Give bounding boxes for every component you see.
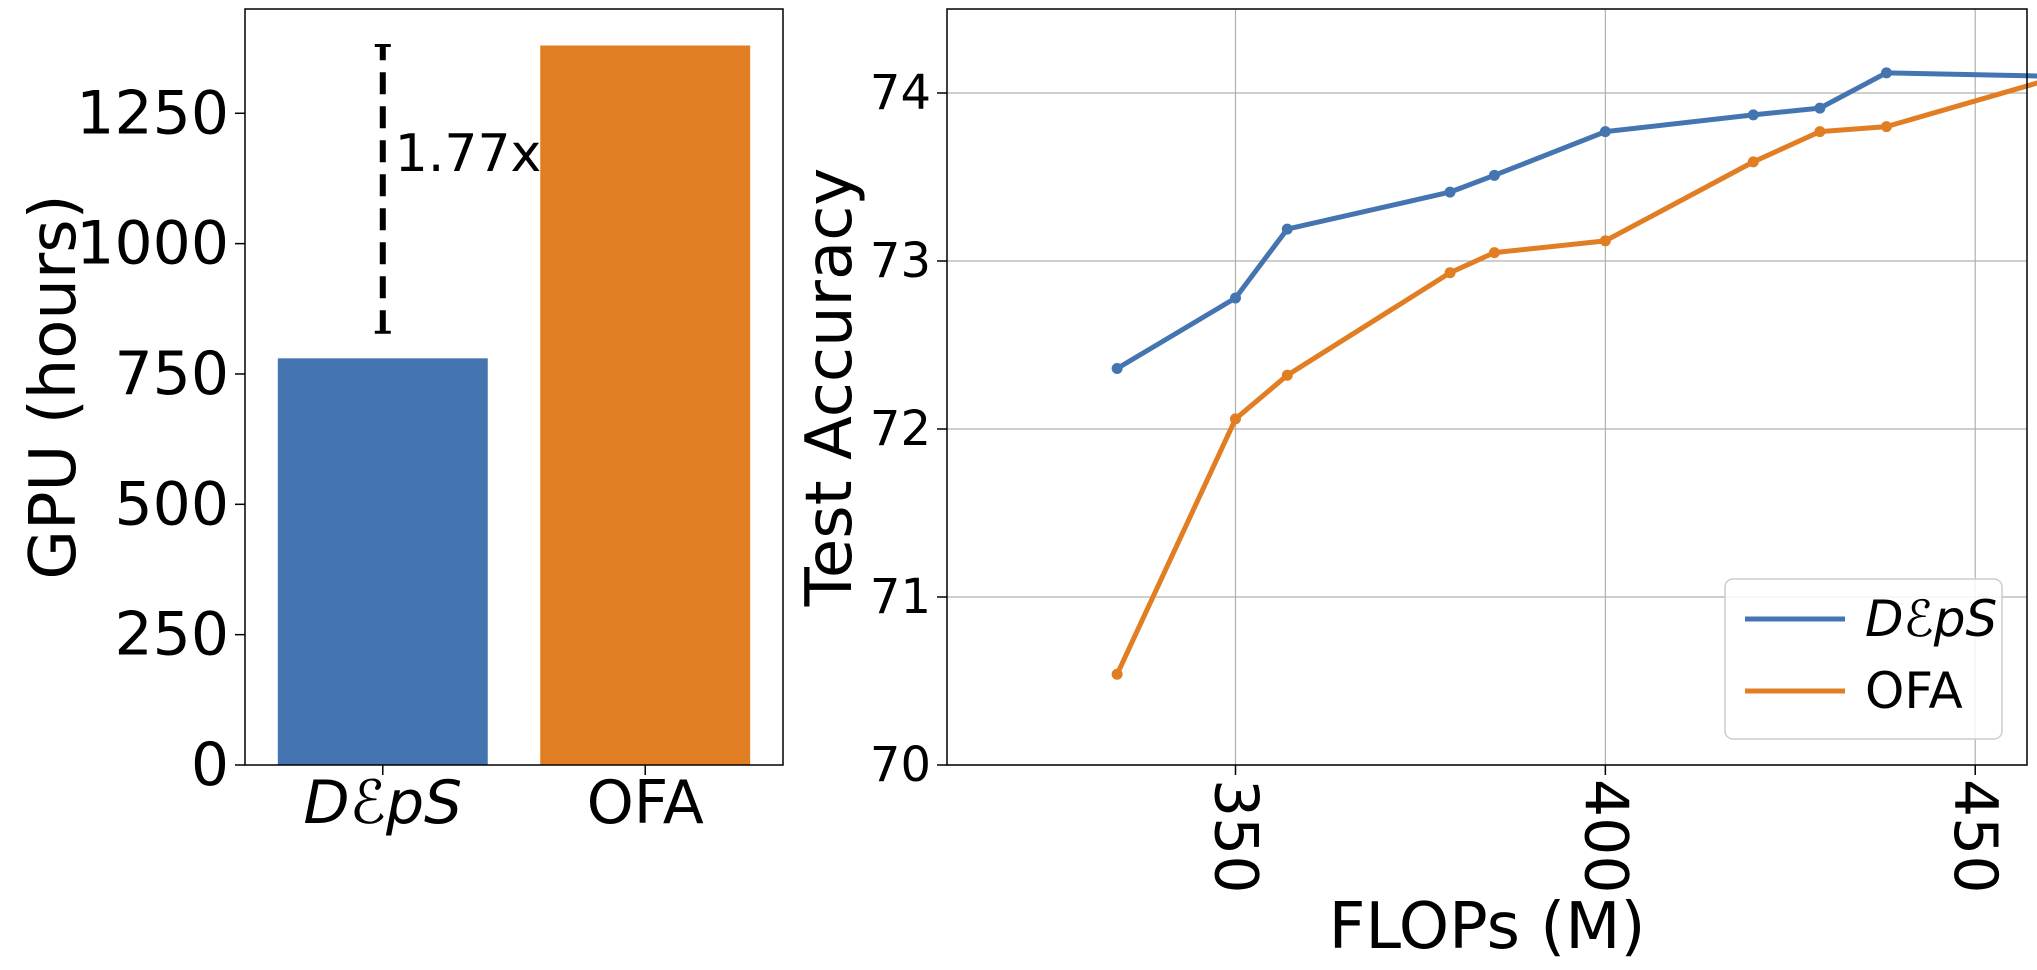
bar-axes-frame [244,8,784,766]
legend: DℰpS OFA [1724,578,2003,740]
line-ytick-label: 70 [870,737,931,793]
bar-xtick-label: DℰpS [303,768,462,838]
series-point-deps [1229,292,1241,304]
series-point-ofa [1444,267,1456,279]
line-ytick-label: 74 [870,65,931,121]
line-ytick-label: 71 [870,569,931,625]
series-point-deps [1814,102,1826,114]
series-point-ofa [1281,369,1293,381]
line-ytick-label: 73 [870,233,931,289]
series-point-ofa [1880,121,1892,133]
series-point-ofa [1599,235,1611,247]
series-point-deps [1111,363,1123,375]
legend-label: DℰpS [1865,590,1997,648]
legend-label: OFA [1865,662,1963,720]
bar-ytick-label: 0 [191,730,229,800]
line-xtick-label: 350 [1200,779,1270,894]
line-y-axis-label: Test Accuracy [793,168,867,608]
series-point-deps [1880,67,1892,79]
accuracy-line-chart: 70 71 72 73 74 350 400 450 Test Accuracy FLOPs… [793,8,2037,964]
line-xtick-label: 400 [1570,779,1640,894]
bar-y-axis-label: GPU (hours) [17,194,91,579]
series-point-deps [1281,223,1293,235]
line-axes-frame [946,8,2028,766]
line-x-axis-label: FLOPs (M) [1329,890,1646,964]
series-point-ofa [1814,126,1826,138]
bar-ytick-label: 500 [114,469,229,539]
series-line-deps [1115,70,2037,371]
series-point-deps [1747,109,1759,121]
bar-deps [277,358,488,765]
bar-ytick-label: 1250 [76,78,229,148]
gpu-hours-bar-chart: 1.77x 0 250 500 750 1000 1250 DℰpS OFA GPU (ho… [17,8,784,838]
bar-ytick-label: 750 [114,339,229,409]
series-point-deps [1444,186,1456,198]
line-xtick-label: 450 [1940,779,2010,894]
series-point-ofa [1229,413,1241,425]
series-point-ofa [1111,668,1123,680]
line-ytick-label: 72 [870,401,931,457]
series-line-ofa [1114,80,2037,676]
series-point-deps [1488,169,1500,181]
bar-ofa [540,45,751,765]
series-point-deps [1599,126,1611,138]
series-point-ofa [1747,156,1759,168]
bar-xtick-label: OFA [587,768,704,838]
bar-ytick-label: 1000 [76,209,229,279]
annotation-ratio-label: 1.77x [395,124,542,184]
bar-ytick-label: 250 [114,600,229,670]
series-point-ofa [1488,247,1500,259]
